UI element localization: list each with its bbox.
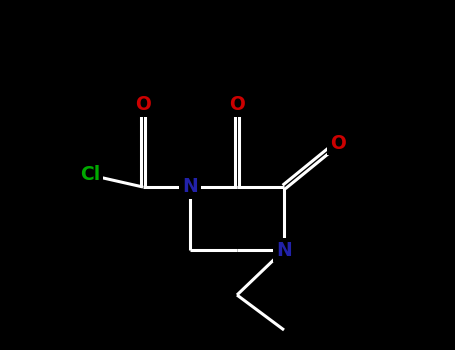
Text: N: N <box>276 240 292 259</box>
Text: O: O <box>330 133 346 153</box>
Text: N: N <box>276 240 292 259</box>
Text: O: O <box>229 96 245 114</box>
Text: Cl: Cl <box>80 166 100 184</box>
Text: N: N <box>182 177 198 196</box>
Text: O: O <box>135 96 151 114</box>
Text: N: N <box>182 177 198 196</box>
Text: O: O <box>229 96 245 114</box>
Text: O: O <box>135 96 151 114</box>
Text: O: O <box>330 133 346 153</box>
Text: Cl: Cl <box>80 166 100 184</box>
